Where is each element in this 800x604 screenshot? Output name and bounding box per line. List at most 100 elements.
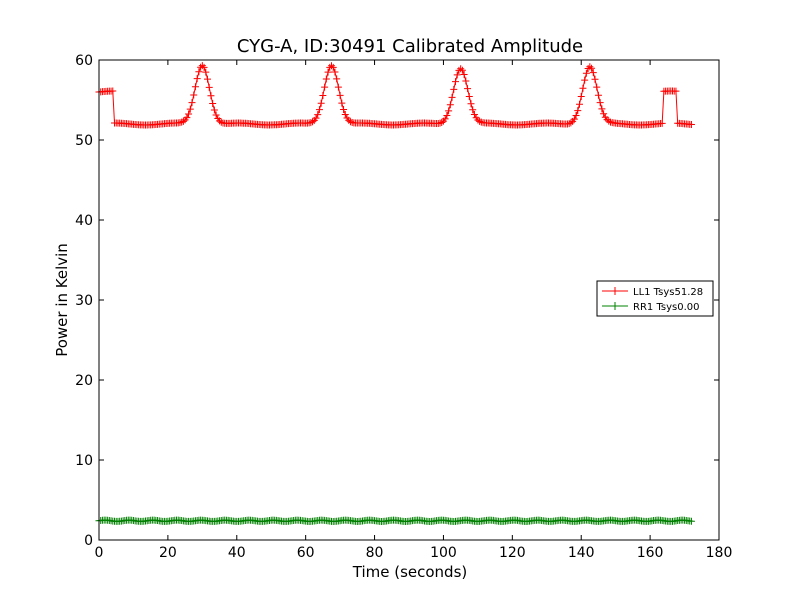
chart-title: CYG-A, ID:30491 Calibrated Amplitude — [237, 36, 583, 57]
rr1-point — [687, 517, 695, 525]
ll1-point — [600, 110, 608, 118]
ll1-point — [346, 118, 354, 126]
ll1-point — [340, 106, 348, 114]
ll1-point — [672, 87, 680, 95]
ll1-point — [179, 117, 187, 125]
ll1-point — [470, 110, 478, 118]
ll1-point — [341, 110, 349, 118]
ll1-point — [109, 87, 117, 95]
ll1-point — [443, 112, 451, 120]
ll1-point — [319, 92, 327, 100]
ll1-point — [457, 65, 465, 73]
legend-label-ll1: LL1 Tsys51.28 — [633, 287, 703, 298]
ll1-point — [210, 106, 218, 114]
ll1-point — [598, 105, 606, 113]
ll1-point — [687, 120, 695, 128]
ll1-point — [321, 83, 329, 91]
series-ll1 — [95, 62, 695, 129]
ll1-point — [453, 71, 461, 79]
ll1-point — [450, 85, 458, 93]
x-tick-label: 20 — [159, 545, 177, 561]
ll1-point — [198, 62, 206, 70]
ll1-point — [328, 62, 335, 70]
y-tick-label: 10 — [75, 453, 93, 469]
x-axis-label: Time (seconds) — [352, 563, 468, 581]
ll1-point — [469, 106, 477, 114]
ll1-point — [582, 69, 590, 77]
ll1-point — [191, 83, 199, 91]
x-tick-label: 120 — [499, 545, 526, 561]
x-tick-label: 80 — [366, 545, 384, 561]
y-tick-label: 50 — [75, 133, 93, 149]
ll1-point — [188, 99, 196, 107]
ll1-point — [202, 68, 210, 76]
ll1-point — [438, 118, 446, 126]
ll1-point — [467, 100, 475, 108]
ll1-point — [441, 115, 449, 123]
ll1-point — [596, 99, 604, 107]
ll1-point — [577, 93, 585, 101]
ll1-point — [317, 99, 325, 107]
ll1-point — [195, 68, 203, 76]
ll1-point — [576, 100, 583, 108]
ll1-point — [312, 114, 320, 122]
ll1-point — [594, 91, 602, 99]
x-tick-label: 0 — [95, 545, 104, 561]
ll1-point — [589, 69, 597, 77]
legend: LL1 Tsys51.28 RR1 Tsys0.00 — [596, 280, 714, 317]
x-tick-label: 160 — [637, 545, 664, 561]
ll1-point — [462, 77, 470, 85]
x-tick-label: 40 — [228, 545, 246, 561]
y-tick-label: 0 — [84, 533, 93, 549]
ll1-point — [324, 68, 332, 76]
ll1-point — [193, 75, 201, 83]
ll1-point — [593, 83, 601, 91]
ll1-point — [217, 118, 225, 126]
ll1-point — [333, 75, 341, 83]
plot-series — [95, 62, 695, 525]
ll1-point — [204, 75, 211, 83]
legend-marker-ll1 — [611, 287, 619, 295]
ll1-point — [334, 83, 342, 91]
x-tick-label: 180 — [706, 545, 733, 561]
ll1-point — [212, 111, 220, 119]
ll1-point — [205, 83, 213, 91]
ll1-point — [572, 112, 580, 120]
ll1-point — [476, 117, 484, 125]
y-tick-label: 40 — [75, 213, 93, 229]
y-axis-label: Power in Kelvin — [53, 243, 71, 357]
ll1-point — [186, 105, 194, 113]
ll1-point — [588, 64, 596, 72]
ll1-point — [464, 85, 472, 93]
ll1-point — [605, 117, 613, 125]
ll1-point — [336, 91, 344, 99]
ll1-point — [445, 107, 453, 115]
x-tick-label: 60 — [297, 545, 315, 561]
ll1-point — [209, 99, 217, 107]
ll1-point — [574, 107, 582, 115]
ll1-point — [338, 99, 346, 107]
ll1-point — [200, 63, 208, 71]
ll1-point — [315, 106, 323, 114]
ll1-point — [465, 93, 473, 101]
legend-box — [596, 280, 714, 317]
ll1-point — [207, 92, 215, 100]
ll1-point — [607, 118, 614, 126]
ll1-point — [329, 63, 337, 71]
ll1-point — [183, 114, 191, 122]
ll1-point — [314, 111, 322, 119]
ll1-point — [591, 75, 599, 83]
ll1-point — [458, 66, 466, 74]
ll1-point — [567, 119, 575, 127]
ll1-point — [309, 118, 317, 126]
x-tick-label: 140 — [568, 545, 595, 561]
y-tick-label: 60 — [75, 53, 93, 69]
y-axis: 0 10 20 30 40 50 60 — [75, 53, 719, 549]
x-axis: 0 20 40 60 80 100 120 140 160 180 — [95, 60, 733, 561]
ll1-point — [579, 84, 587, 92]
y-tick-label: 30 — [75, 293, 93, 309]
ll1-point — [448, 93, 456, 101]
ll1-point — [190, 91, 198, 99]
